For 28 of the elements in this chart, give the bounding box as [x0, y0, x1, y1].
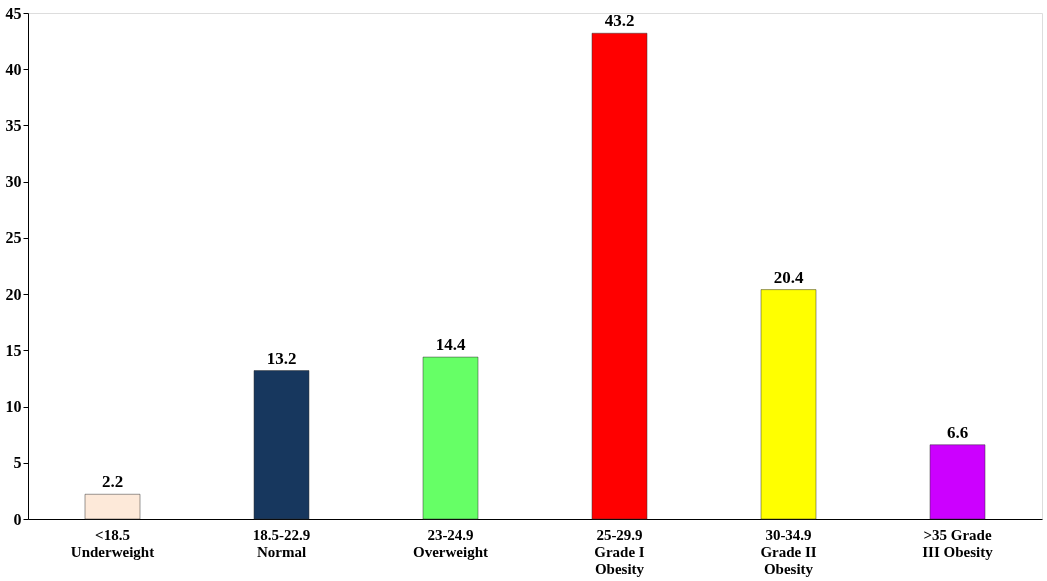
y-tick-label: 45	[5, 4, 22, 22]
y-tick-label: 20	[5, 285, 22, 303]
data-label: 14.4	[435, 335, 466, 355]
bar	[591, 32, 648, 520]
bar	[84, 494, 141, 520]
data-label: 6.6	[946, 422, 969, 442]
x-tick-label: <18.5 Underweight	[70, 526, 155, 560]
bar	[253, 370, 310, 520]
x-tick-label: 23-24.9 Overweight	[413, 526, 488, 560]
bar	[929, 444, 986, 520]
x-tick-label: 18.5-22.9 Normal	[252, 526, 311, 560]
y-tick-label: 35	[5, 116, 22, 134]
x-tick-label: 25-29.9 Grade I Obesity	[594, 526, 645, 577]
y-tick-label: 5	[13, 454, 22, 472]
bar	[422, 356, 479, 520]
x-tick-label: >35 Grade III Obesity	[922, 526, 994, 560]
data-label: 13.2	[266, 348, 297, 368]
y-tick-label: 30	[5, 173, 22, 191]
y-tick-label: 15	[5, 341, 22, 359]
data-label: 2.2	[101, 472, 124, 492]
bar	[760, 289, 817, 520]
y-tick-label: 0	[13, 510, 22, 528]
y-tick-label: 10	[5, 398, 22, 416]
data-label: 20.4	[773, 267, 804, 287]
data-label: 43.2	[604, 11, 635, 31]
y-tick-label: 25	[5, 229, 22, 247]
x-tick-label: 30-34.9 Grade II Obesity	[760, 526, 817, 577]
y-tick-label: 40	[5, 60, 22, 78]
